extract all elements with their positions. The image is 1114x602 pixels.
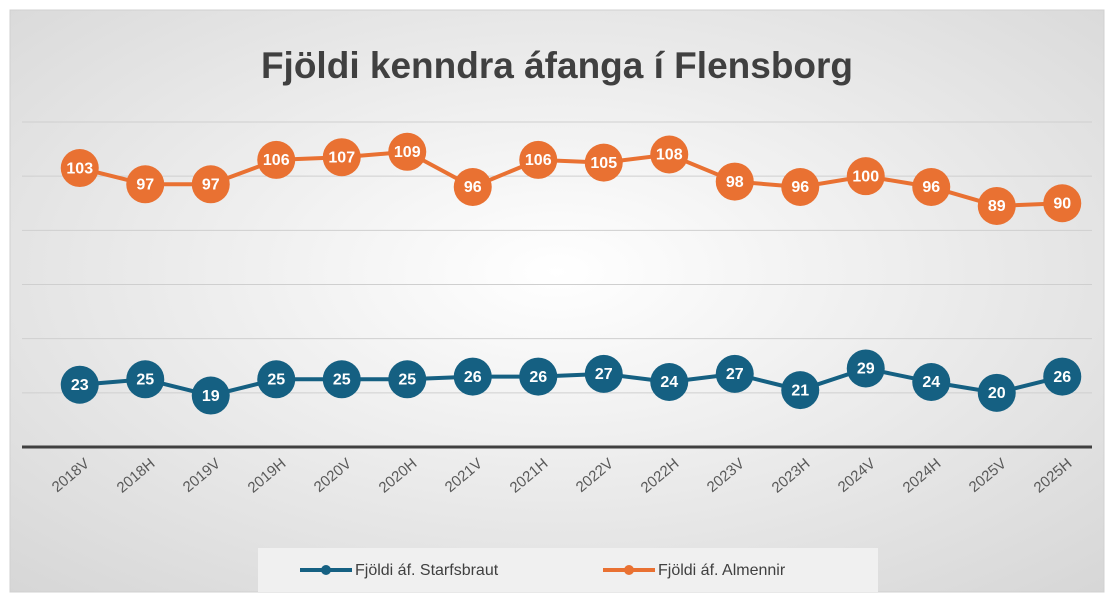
data-label: 108 — [656, 147, 683, 164]
data-label: 27 — [726, 366, 744, 383]
data-label: 97 — [202, 177, 220, 194]
data-point — [191, 165, 230, 204]
data-label: 103 — [66, 160, 93, 177]
legend-label: Fjöldi áf. Almennir — [658, 562, 786, 579]
data-label: 23 — [71, 377, 89, 394]
data-point — [584, 143, 623, 182]
data-point — [126, 165, 165, 204]
data-point — [453, 168, 492, 206]
data-label: 98 — [726, 174, 744, 191]
data-point — [715, 354, 754, 393]
data-point — [257, 360, 296, 399]
data-point — [846, 349, 885, 388]
legend-box — [258, 548, 878, 592]
data-point — [650, 135, 689, 174]
data-point — [322, 360, 361, 399]
data-point — [1043, 357, 1082, 396]
data-point — [126, 360, 165, 399]
legend-label: Fjöldi áf. Starfsbraut — [355, 562, 499, 579]
data-label: 97 — [136, 177, 154, 194]
data-label: 107 — [328, 149, 355, 166]
chart-background — [9, 9, 1105, 593]
data-point — [519, 140, 558, 179]
data-label: 26 — [1053, 369, 1071, 386]
data-point — [453, 357, 492, 396]
data-label: 96 — [922, 179, 940, 196]
data-point — [388, 360, 427, 399]
data-point — [650, 363, 689, 401]
data-point — [191, 376, 230, 415]
data-point — [977, 373, 1016, 412]
data-label: 96 — [791, 179, 809, 196]
series-line — [79, 366, 1063, 398]
data-label: 25 — [136, 372, 154, 389]
legend-marker — [624, 565, 634, 575]
data-label: 20 — [988, 385, 1006, 402]
data-label: 29 — [857, 361, 875, 378]
data-point — [846, 157, 885, 196]
data-point — [781, 371, 820, 410]
data-point — [912, 168, 951, 206]
data-label: 106 — [525, 152, 552, 169]
data-label: 25 — [398, 372, 416, 389]
data-label: 90 — [1053, 195, 1071, 212]
legend-marker — [321, 565, 331, 575]
data-point — [257, 140, 296, 179]
data-label: 89 — [988, 198, 1006, 215]
data-point — [60, 365, 99, 404]
data-label: 19 — [202, 388, 220, 405]
data-point — [781, 168, 820, 206]
chart-title: Fjöldi kenndra áfanga í Flensborg — [261, 45, 853, 86]
data-point — [519, 357, 558, 396]
data-point — [322, 138, 361, 177]
data-label: 106 — [263, 152, 290, 169]
data-label: 100 — [852, 168, 879, 185]
data-label: 25 — [333, 372, 351, 389]
data-label: 109 — [394, 144, 421, 161]
data-point — [715, 162, 754, 201]
data-label: 26 — [529, 369, 547, 386]
data-label: 26 — [464, 369, 482, 386]
data-point — [912, 363, 951, 401]
data-point — [60, 149, 99, 188]
data-label: 24 — [922, 374, 940, 391]
data-label: 25 — [267, 372, 285, 389]
data-label: 105 — [590, 155, 617, 172]
data-label: 21 — [791, 382, 809, 399]
data-point — [977, 186, 1016, 225]
data-point — [1043, 184, 1082, 223]
data-label: 27 — [595, 366, 613, 383]
data-label: 96 — [464, 179, 482, 196]
data-label: 24 — [660, 374, 678, 391]
data-point — [388, 132, 427, 171]
data-point — [584, 354, 623, 393]
series-line — [79, 149, 1063, 208]
